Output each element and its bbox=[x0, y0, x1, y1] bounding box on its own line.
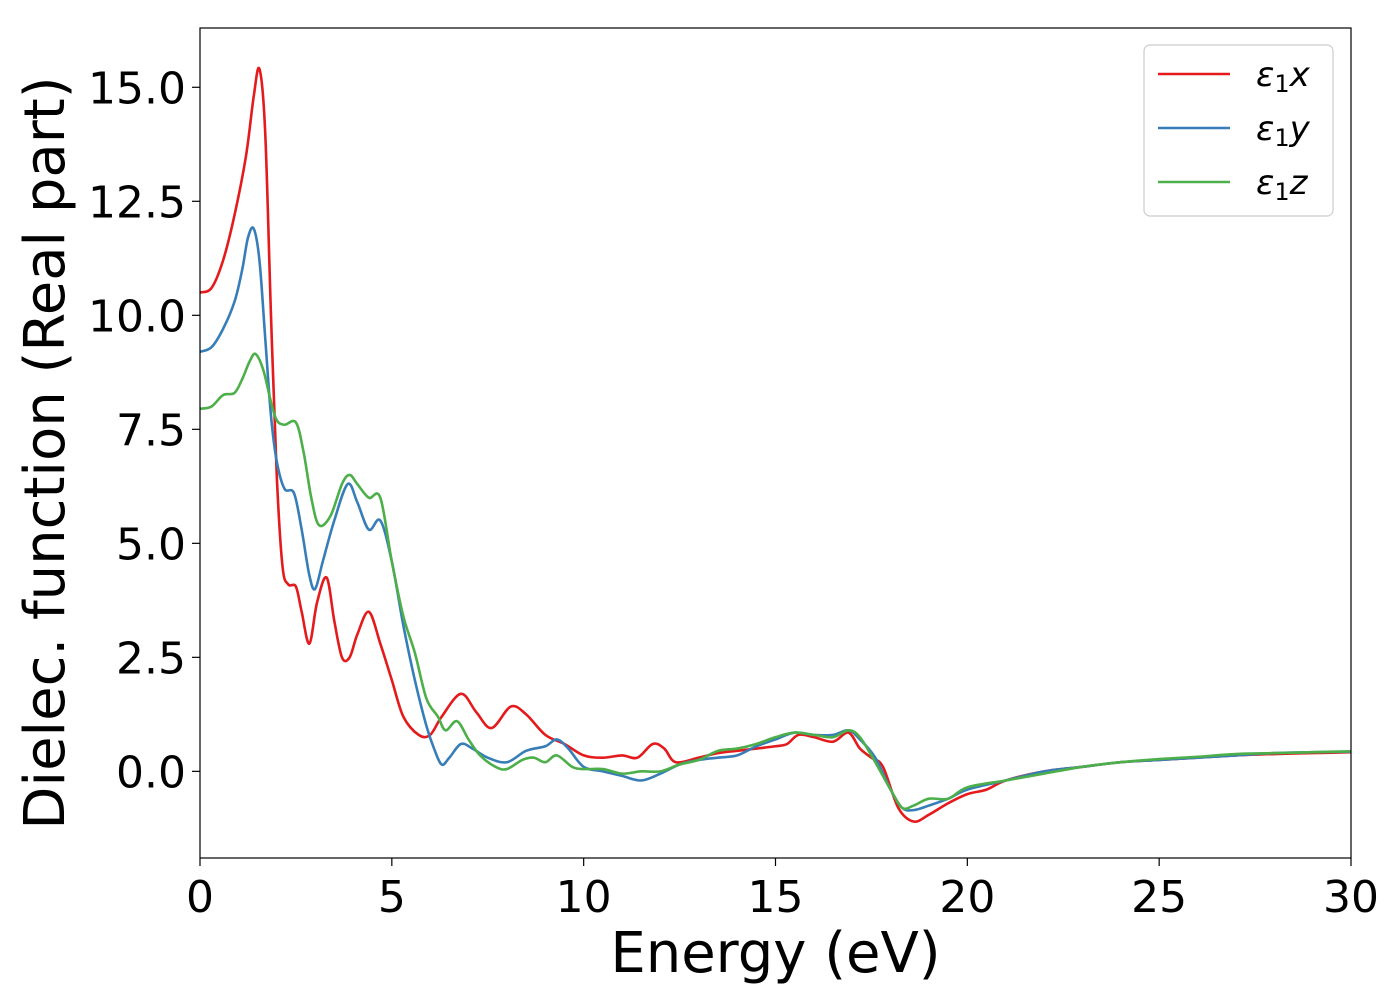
legend-item-y: ε1y bbox=[1158, 109, 1311, 152]
y-tick-label: 15.0 bbox=[88, 63, 186, 114]
legend-label-var: y bbox=[1289, 109, 1311, 149]
plot-lines bbox=[200, 66, 1351, 823]
legend-label: ε1x bbox=[1256, 55, 1311, 98]
y-axis-label: Dielec. function (Real part) bbox=[13, 76, 78, 829]
legend-item-z: ε1z bbox=[1158, 163, 1309, 206]
y-axis: 0.0 2.5 5.0 7.5 10.0 12.5 15.0 bbox=[88, 63, 200, 798]
legend-label: ε1y bbox=[1256, 109, 1311, 152]
legend-label-base: ε bbox=[1256, 163, 1274, 203]
x-tick-label: 10 bbox=[556, 872, 612, 923]
legend-box bbox=[1143, 44, 1334, 217]
y-tick-label: 12.5 bbox=[88, 177, 186, 228]
y-tick-label: 10.0 bbox=[88, 291, 186, 342]
x-tick-label: 5 bbox=[378, 872, 406, 923]
x-tick-label: 0 bbox=[186, 872, 214, 923]
x-axis: 0 5 10 15 20 25 30 bbox=[186, 858, 1379, 923]
y-tick-label: 7.5 bbox=[116, 405, 186, 456]
x-axis-label: Energy (eV) bbox=[610, 921, 940, 986]
legend-label: ε1z bbox=[1256, 163, 1309, 206]
y-tick-label: 0.0 bbox=[116, 747, 186, 798]
y-tick-label: 5.0 bbox=[116, 519, 186, 570]
x-tick-label: 15 bbox=[748, 872, 804, 923]
legend-label-var: z bbox=[1289, 163, 1309, 203]
legend-item-x: ε1x bbox=[1158, 55, 1311, 98]
legend-label-sub: 1 bbox=[1274, 124, 1289, 152]
series-line-y bbox=[200, 226, 1351, 812]
legend-label-sub: 1 bbox=[1274, 70, 1289, 98]
legend-label-base: ε bbox=[1256, 109, 1274, 149]
x-tick-label: 20 bbox=[939, 872, 995, 923]
legend-label-base: ε bbox=[1256, 55, 1274, 95]
series-line-x bbox=[200, 66, 1351, 823]
x-tick-label: 30 bbox=[1323, 872, 1379, 923]
series-line-z bbox=[200, 352, 1351, 811]
legend-label-var: x bbox=[1289, 55, 1311, 95]
legend-label-sub: 1 bbox=[1274, 178, 1289, 206]
x-tick-label: 25 bbox=[1131, 872, 1187, 923]
y-tick-label: 2.5 bbox=[116, 633, 186, 684]
